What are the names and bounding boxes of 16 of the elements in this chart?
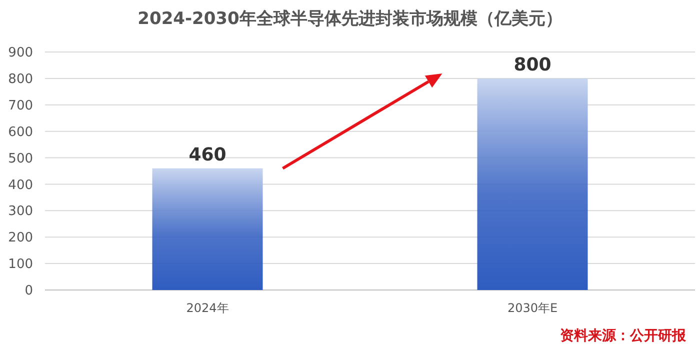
y-tick-label: 100: [8, 257, 33, 272]
y-tick-label: 0: [24, 284, 33, 299]
data-label: 460: [188, 144, 226, 166]
chart-title: 2024-2030年全球半导体先进封装市场规模（亿美元）: [138, 9, 562, 29]
data-label: 800: [514, 54, 552, 76]
y-tick-label: 400: [8, 178, 33, 193]
y-tick-label: 200: [8, 230, 33, 246]
y-tick-label: 900: [8, 46, 33, 61]
y-tick-label: 300: [8, 204, 33, 220]
text: 资料来源：公开研报: [560, 328, 687, 344]
y-tick-label: 600: [8, 124, 33, 140]
y-tick-label: 500: [8, 151, 33, 166]
x-tick-label: 2024年: [186, 301, 229, 315]
y-tick-label: 700: [8, 98, 33, 114]
y-tick-label: 800: [8, 72, 33, 87]
x-tick-label: 2030年E: [507, 301, 558, 315]
